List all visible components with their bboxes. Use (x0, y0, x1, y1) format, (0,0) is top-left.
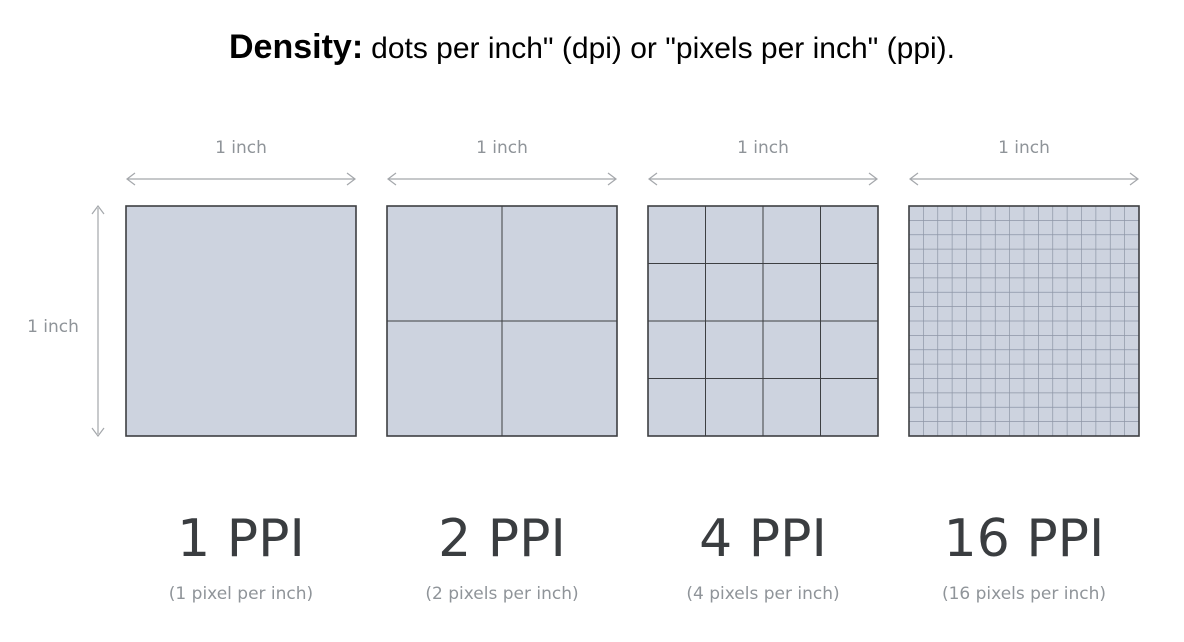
page-title: Density: dots per inch" (dpi) or "pixels … (0, 28, 1184, 67)
horizontal-inch-label: 1 inch (476, 138, 528, 158)
title-bold: Density: (229, 28, 364, 66)
ppi-panel-16: 1 inch 16 PPI (16 pixels per inch) (908, 138, 1140, 604)
pixel-square (126, 206, 356, 436)
ppi-caption: (16 pixels per inch) (942, 584, 1106, 604)
horizontal-arrow-head-right (1129, 172, 1139, 186)
horizontal-arrow-head-left (648, 172, 658, 186)
panels-group: 1 inch 1 PPI (1 pixel per inch) 1 inch 2 PPI… (125, 138, 1140, 604)
vertical-inch-label: 1 inch (27, 317, 79, 337)
horizontal-arrow-head-right (868, 172, 878, 186)
horizontal-inch-label: 1 inch (998, 138, 1050, 158)
ppi-panel-2: 1 inch 2 PPI (2 pixels per inch) (386, 138, 618, 604)
ppi-panel-1: 1 inch 1 PPI (1 pixel per inch) (125, 138, 357, 604)
ppi-caption: (4 pixels per inch) (686, 584, 839, 604)
pixel-square-border (386, 205, 618, 437)
horizontal-arrow-head-right (346, 172, 356, 186)
horizontal-arrow-head-left (387, 172, 397, 186)
ppi-panel-4: 1 inch 4 PPI (4 pixels per inch) (647, 138, 879, 604)
ppi-label: 1 PPI (177, 509, 305, 569)
horizontal-arrow-head-right (607, 172, 617, 186)
horizontal-inch-label: 1 inch (737, 138, 789, 158)
ppi-label: 2 PPI (438, 509, 566, 569)
vertical-arrow-head-top (91, 205, 105, 215)
vertical-arrow-head-bottom (91, 427, 105, 437)
ppi-label: 4 PPI (699, 509, 827, 569)
pixel-square-border (647, 205, 879, 437)
pixel-square-border (908, 205, 1140, 437)
pixel-square-border (125, 205, 357, 437)
ppi-caption: (2 pixels per inch) (425, 584, 578, 604)
horizontal-inch-label: 1 inch (215, 138, 267, 158)
ppi-caption: (1 pixel per inch) (169, 584, 313, 604)
title-rest: dots per inch" (dpi) or "pixels per inch… (371, 32, 955, 65)
ppi-label: 16 PPI (944, 509, 1105, 569)
horizontal-arrow-head-left (909, 172, 919, 186)
vertical-dimension: 1 inch (27, 205, 105, 437)
horizontal-arrow-head-left (126, 172, 136, 186)
